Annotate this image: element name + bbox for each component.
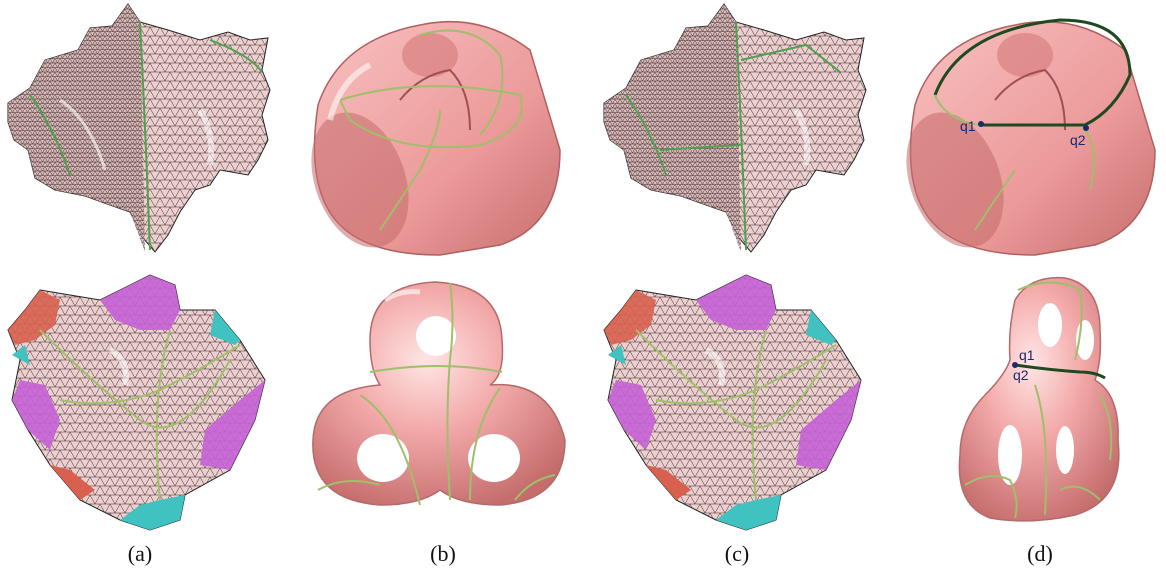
point-q1-marker-bottom [1012,362,1018,368]
point-q1-label-bottom: q1 [1019,347,1035,363]
panel-a-top-mesh [7,3,271,253]
caption-c: (c) [724,541,750,566]
point-q1-label: q1 [960,118,976,134]
panel-b-top-cylinder [311,20,561,256]
panel-a-bottom-mesh [7,274,266,531]
point-q1-marker [978,121,984,127]
caption-a: (a) [127,541,153,566]
panel-c-top-mesh [603,3,867,253]
point-q2-marker [1083,125,1089,131]
caption-d: (d) [1027,541,1053,566]
panel-d-bottom-torus: q1 q2 [958,276,1120,522]
panel-d-top-cylinder: q1 q2 [906,18,1156,256]
caption-b: (b) [430,541,456,566]
point-q2-label: q2 [1070,132,1086,148]
panel-b-bottom-torus [312,281,566,506]
point-q2-label-bottom: q2 [1013,367,1029,383]
panel-c-bottom-mesh [603,274,862,531]
